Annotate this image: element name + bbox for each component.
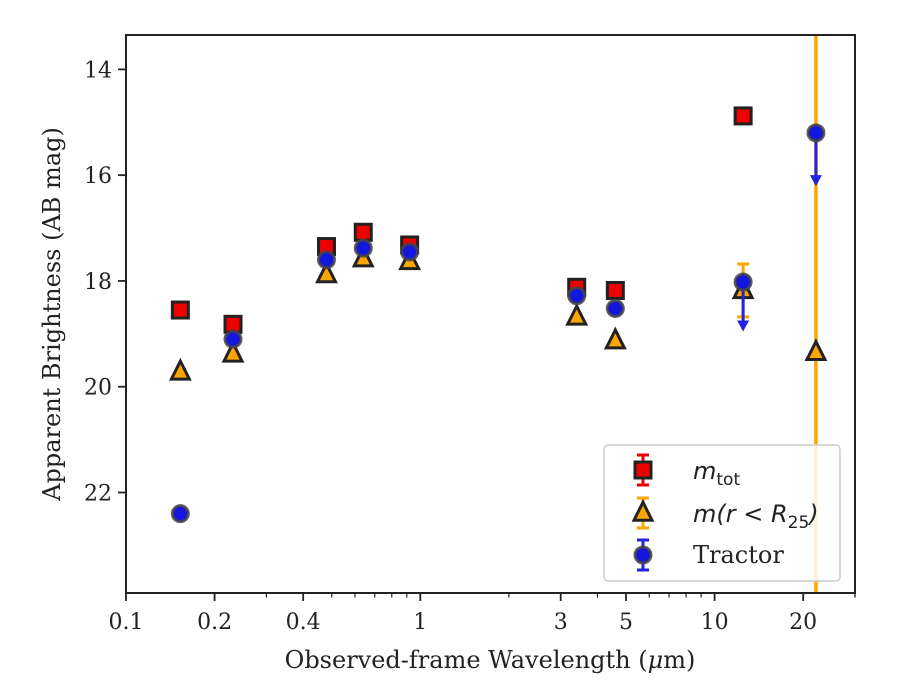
y-tick-label: 14 — [84, 58, 112, 83]
data-point — [603, 326, 627, 350]
data-point — [733, 272, 753, 292]
legend-label-mr25-sub: 25 — [788, 513, 810, 533]
x-tick-label: 20 — [789, 610, 817, 635]
x-tick-label: 0.2 — [197, 610, 232, 635]
data-point — [315, 260, 338, 284]
legend-markers — [631, 453, 655, 572]
x-tick-label: 0.1 — [109, 610, 144, 635]
x-tick-label: 5 — [619, 610, 633, 635]
y-tick-label: 22 — [84, 482, 112, 507]
data-point — [223, 329, 243, 349]
plot-frame — [125, 34, 856, 594]
x-tick-label: 0.4 — [286, 610, 321, 635]
legend-label-mr25-main: m(r < R — [693, 500, 788, 528]
plot-layer — [168, 35, 828, 593]
data-point — [804, 338, 828, 362]
x-tick-label: 1 — [413, 610, 427, 635]
x-axis-label-mu: μ — [648, 646, 664, 674]
y-axis-label: Apparent Brightness (AB mag) — [38, 127, 66, 502]
data-point — [567, 286, 587, 306]
data-point — [168, 357, 192, 381]
legend-label-mtot-sub: tot — [716, 470, 740, 490]
x-axis-label: Observed-frame Wavelength (μm) — [285, 646, 696, 674]
legend-label-tractor: Tractor — [693, 541, 784, 569]
series-1 — [168, 244, 828, 381]
y-tick-label: 20 — [84, 376, 112, 401]
series-0 — [170, 106, 753, 334]
data-point — [565, 302, 589, 326]
legend-marker — [631, 498, 655, 522]
upper-limit-arrow — [737, 320, 750, 332]
data-point — [353, 238, 373, 258]
data-point — [316, 250, 336, 270]
legend-label-mtot-main: m — [693, 457, 716, 485]
data-point — [170, 504, 190, 524]
data-point — [605, 298, 625, 318]
data-point — [605, 280, 625, 300]
x-axis-label-prefix: Observed-frame Wavelength ( — [285, 646, 648, 674]
legend: mtot m(r < R25) Tractor — [603, 444, 841, 582]
series-2 — [170, 123, 826, 524]
data-point — [733, 106, 753, 126]
legend-box — [603, 444, 841, 582]
upper-limit-arrow — [809, 175, 822, 187]
legend-label-mtot: mtot — [693, 457, 740, 490]
ticks-layer: 0.1 0.2 0.4 1 3 5 10 20 14 16 18 20 22 — [84, 58, 856, 635]
data-point — [353, 222, 373, 242]
data-point — [170, 300, 190, 320]
legend-label-mr25-close: ) — [807, 500, 818, 528]
data-point — [400, 242, 420, 262]
x-tick-label: 10 — [701, 610, 729, 635]
data-point — [806, 123, 826, 143]
legend-marker — [633, 460, 653, 480]
x-tick-label: 3 — [554, 610, 568, 635]
legend-label-mr25: m(r < R25) — [693, 500, 819, 533]
legend-marker — [633, 545, 653, 565]
data-point — [221, 339, 245, 363]
y-tick-label: 18 — [84, 270, 112, 295]
y-tick-label: 16 — [84, 164, 112, 189]
x-axis-label-suffix: m) — [663, 646, 695, 674]
